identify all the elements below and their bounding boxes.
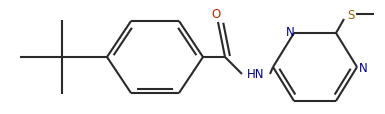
Text: HN: HN (247, 68, 265, 81)
Text: N: N (358, 61, 367, 74)
Text: N: N (286, 25, 295, 38)
Text: O: O (211, 7, 221, 20)
Text: S: S (347, 8, 355, 21)
